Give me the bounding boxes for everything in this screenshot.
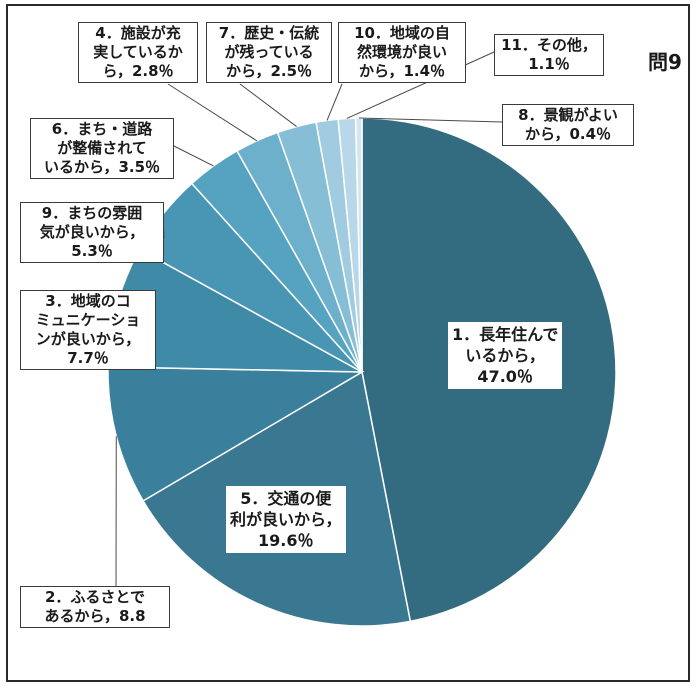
pie-slice-3 — [107, 366, 365, 502]
callout-label-11: 11．その他， 1.1％ — [494, 34, 604, 76]
callout-label-3: 3．地域のコ ミュニケーショ ンが良いから， 7.7％ — [20, 290, 156, 370]
leader-line-7 — [326, 83, 343, 121]
callout-label-10: 10．地域の自 然環境が良い から，1.4％ — [338, 22, 466, 83]
callout-label-8: 8．景観がよい から，0.4％ — [502, 104, 634, 146]
leader-line-4 — [173, 145, 214, 167]
callout-label-7: 7．歴史・伝統 が残っている から，2.5％ — [206, 22, 332, 83]
callout-label-2: 2．ふるさとで あるから，8.8 — [20, 586, 170, 628]
callout-label-4: 4．施設が充 実しているか ら，2.8％ — [78, 22, 198, 83]
callout-label-9: 9．まちの雰囲 気が良いから， 5.3％ — [20, 202, 164, 263]
leader-line-9 — [358, 117, 503, 123]
leader-line-6 — [239, 83, 297, 127]
question-label: 問9 — [648, 50, 682, 74]
slice-label-1: 1．長年住んで いるから， 47.0％ — [448, 322, 563, 389]
chart-frame: 問9 1．長年住んで いるから， 47.0％ 5．交通の便 利が良いから， 19… — [6, 4, 690, 682]
leader-line-5 — [167, 83, 258, 142]
leader-line-8 — [346, 51, 495, 119]
slice-label-5: 5．交通の便 利が良いから， 19.6％ — [226, 486, 346, 553]
callout-label-6: 6．まち・道路 が整備されて いるから，3.5％ — [30, 118, 174, 179]
pie-chart — [107, 51, 617, 627]
